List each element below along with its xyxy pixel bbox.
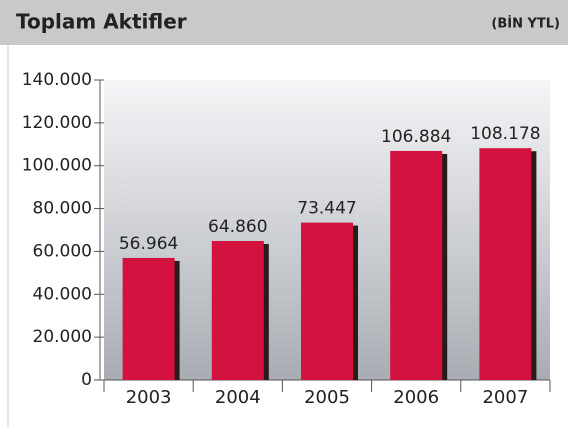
x-tick-label: 2005 — [304, 387, 350, 408]
bar — [390, 150, 443, 380]
data-label: 73.447 — [297, 199, 356, 219]
y-tick-label: 60.000 — [33, 241, 92, 261]
bar — [122, 257, 175, 380]
bar — [211, 241, 264, 380]
x-tick-label: 2006 — [393, 387, 439, 408]
y-tick-label: 140.000 — [22, 70, 92, 90]
x-tick-label: 2003 — [126, 387, 172, 408]
bar — [479, 148, 532, 380]
y-tick-label: 120.000 — [22, 113, 92, 133]
data-label: 56.964 — [119, 234, 178, 254]
y-tick-label: 40.000 — [33, 284, 92, 304]
y-tick-label: 80.000 — [33, 199, 92, 219]
bar — [301, 222, 353, 380]
header — [0, 0, 568, 45]
data-label: 108.178 — [470, 124, 540, 144]
unit-label: (BİN YTL) — [491, 16, 560, 32]
x-tick-label: 2004 — [215, 387, 261, 408]
data-label: 64.860 — [208, 217, 267, 237]
y-tick-label: 0 — [81, 370, 92, 390]
x-tick-label: 2007 — [482, 387, 528, 408]
chart-title: Toplam Aktifler — [16, 10, 187, 34]
data-label: 106.884 — [381, 127, 451, 147]
y-tick-label: 20.000 — [33, 327, 92, 347]
y-tick-label: 100.000 — [22, 156, 92, 176]
